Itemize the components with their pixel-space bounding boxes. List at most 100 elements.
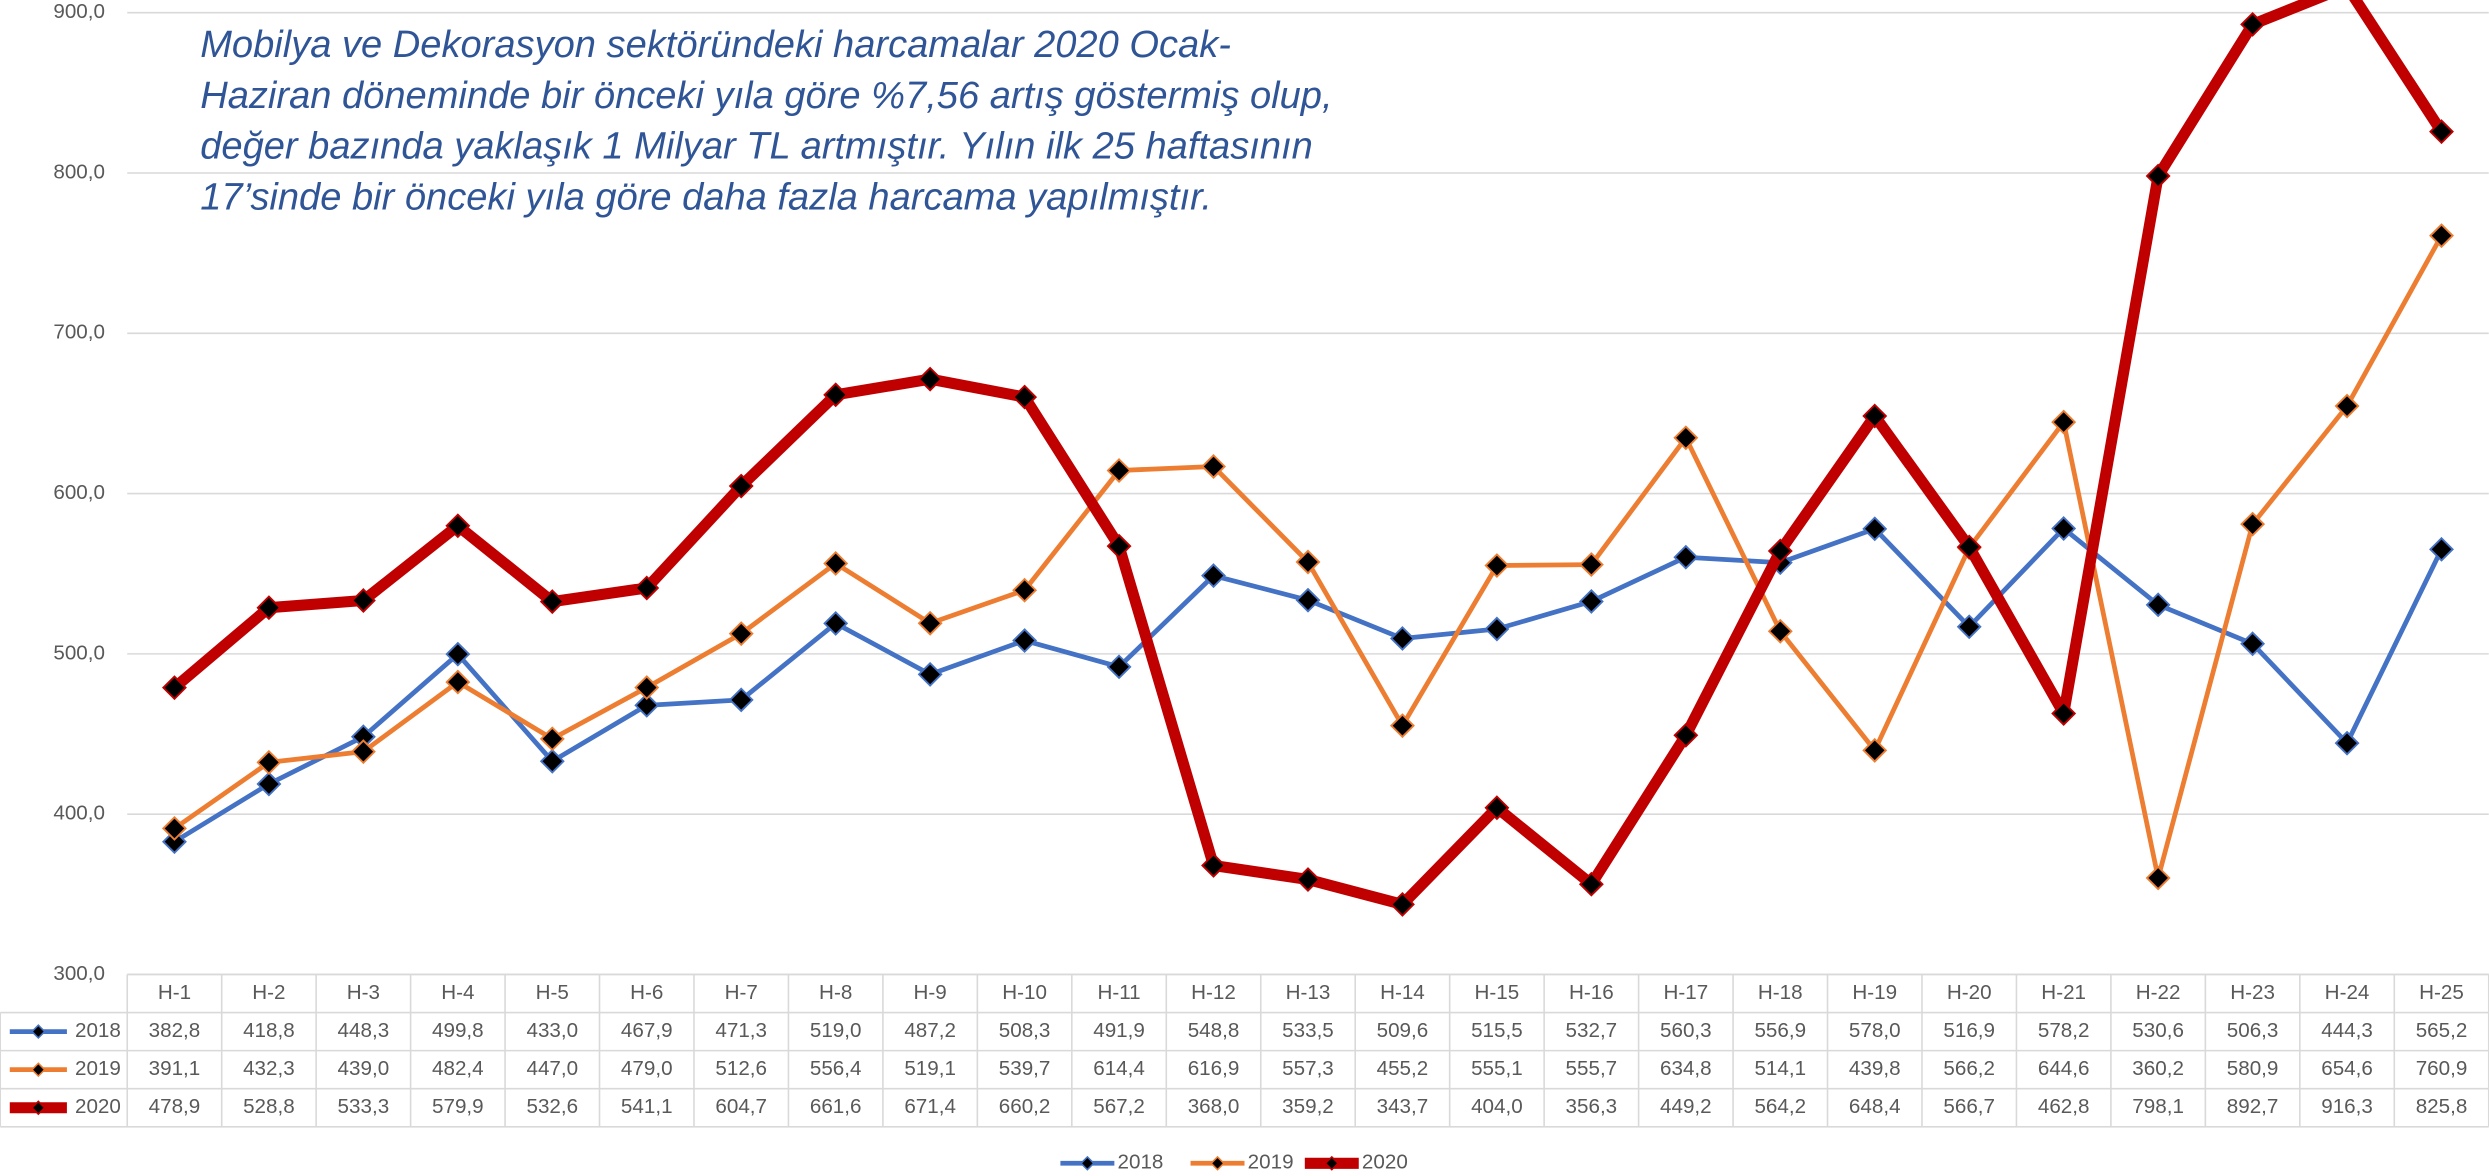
x-tick-label: H-13 (1286, 981, 1331, 1004)
table-cell: 614,4 (1093, 1057, 1145, 1080)
table-cell: 368,0 (1188, 1095, 1240, 1118)
table-cell: 661,6 (810, 1095, 862, 1118)
table-legend-marker (30, 1024, 46, 1040)
table-cell: 444,3 (2321, 1019, 2373, 1042)
marker (539, 726, 565, 752)
table-cell: 555,1 (1471, 1057, 1523, 1080)
marker (2429, 536, 2454, 562)
marker (2145, 163, 2171, 189)
marker (1578, 552, 1604, 578)
table-cell: 556,9 (1754, 1019, 1806, 1042)
table-cell: 660,2 (999, 1095, 1051, 1118)
marker (2240, 11, 2266, 37)
table-cell: 644,6 (2038, 1057, 2090, 1080)
marker (1295, 867, 1321, 893)
legend-label: 2019 (1248, 1151, 1294, 1174)
table-cell: 499,8 (432, 1019, 484, 1042)
marker (350, 588, 376, 613)
table-cell: 382,8 (149, 1019, 201, 1042)
table-series-name: 2019 (75, 1057, 121, 1080)
marker (1106, 654, 1132, 680)
table-cell: 556,4 (810, 1057, 862, 1080)
x-tick-label: H-18 (1758, 981, 1803, 1004)
table-cell: 512,6 (715, 1057, 767, 1080)
table-cell: 530,6 (2132, 1019, 2184, 1042)
x-tick-label: H-15 (1475, 981, 1520, 1004)
marker (1389, 713, 1415, 739)
table-cell: 671,4 (904, 1095, 956, 1118)
x-tick-label: H-23 (2230, 981, 2275, 1004)
marker (1201, 454, 1226, 479)
x-tick-label: H-16 (1569, 981, 1614, 1004)
table-cell: 604,7 (715, 1095, 767, 1118)
x-tick-label: H-19 (1852, 981, 1897, 1004)
marker (2429, 223, 2454, 249)
marker (2051, 516, 2077, 541)
annotation: 17’sinde bir önceki yıla göre daha fazla… (200, 176, 1212, 218)
table-cell: 356,3 (1566, 1095, 1618, 1118)
marker (823, 551, 849, 576)
table-cell: 462,8 (2038, 1095, 2090, 1118)
x-tick-label: H-2 (252, 981, 285, 1004)
table-cell: 448,3 (338, 1019, 390, 1042)
table-cell: 432,3 (243, 1057, 295, 1080)
marker (256, 595, 282, 621)
marker (823, 382, 849, 408)
table-cell: 359,2 (1282, 1095, 1334, 1118)
marker (1862, 516, 1888, 542)
table-series-name: 2020 (75, 1095, 121, 1118)
marker (1956, 534, 1982, 560)
table-cell: 514,1 (1754, 1057, 1806, 1080)
marker (161, 675, 187, 701)
x-tick-label: H-5 (536, 981, 569, 1004)
marker (1295, 549, 1321, 575)
marker (2240, 631, 2266, 657)
table-cell: 478,9 (149, 1095, 201, 1118)
legend-marker (1210, 1155, 1225, 1171)
table-cell: 648,4 (1849, 1095, 1901, 1118)
table-cell: 539,7 (999, 1057, 1051, 1080)
marker (539, 748, 565, 774)
marker (917, 366, 943, 392)
x-tick-label: H-11 (1097, 981, 1140, 1004)
marker (823, 610, 849, 636)
marker (539, 589, 565, 615)
marker (350, 739, 376, 765)
table-cell: 533,3 (338, 1095, 390, 1118)
table-cell: 916,3 (2321, 1095, 2373, 1118)
x-tick-label: H-22 (2136, 981, 2181, 1004)
marker (634, 575, 660, 601)
table-cell: 455,2 (1377, 1057, 1429, 1080)
table-cell: 825,8 (2416, 1095, 2468, 1118)
table-cell: 439,8 (1849, 1057, 1901, 1080)
marker (917, 610, 943, 636)
annotation: değer bazında yaklaşık 1 Milyar TL artmı… (200, 126, 1313, 168)
table-cell: 449,2 (1660, 1095, 1712, 1118)
y-tick-label: 800,0 (53, 160, 105, 183)
table-cell: 433,0 (526, 1019, 578, 1042)
y-tick-label: 600,0 (53, 481, 105, 504)
table-cell: 760,9 (2416, 1057, 2468, 1080)
marker (1862, 737, 1888, 763)
legend-label: 2018 (1118, 1151, 1164, 1174)
x-tick-label: H-4 (441, 981, 474, 1004)
marker (1012, 577, 1038, 603)
table-cell: 343,7 (1377, 1095, 1429, 1118)
marker (2240, 511, 2266, 537)
table-cell: 479,0 (621, 1057, 673, 1080)
x-tick-label: H-24 (2325, 981, 2370, 1004)
marker (1673, 544, 1699, 570)
table-cell: 516,9 (1943, 1019, 1995, 1042)
table-cell: 560,3 (1660, 1019, 1712, 1042)
x-tick-label: H-9 (914, 981, 947, 1004)
table-cell: 467,9 (621, 1019, 673, 1042)
legend-marker (1079, 1155, 1095, 1171)
x-tick-label: H-6 (630, 981, 663, 1004)
annotation: Haziran döneminde bir önceki yıla göre %… (200, 75, 1332, 117)
table-cell: 541,1 (621, 1095, 673, 1118)
marker (1389, 626, 1415, 651)
marker (256, 771, 282, 797)
table-cell: 578,2 (2038, 1019, 2090, 1042)
table-cell: 555,7 (1566, 1057, 1618, 1080)
